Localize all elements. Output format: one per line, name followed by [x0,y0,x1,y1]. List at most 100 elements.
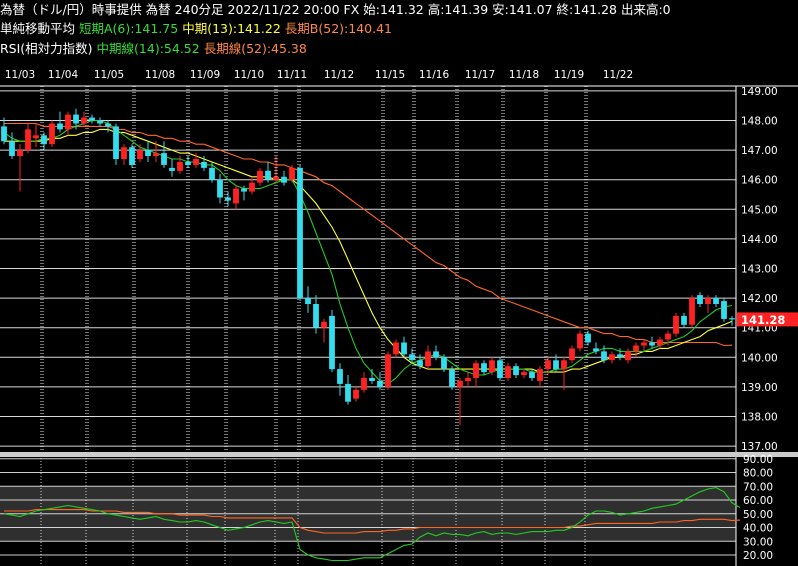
rsi-tick-label: 30.00 [743,536,773,548]
candle-body [625,351,631,361]
candle-body [217,179,223,198]
price-tick-label: 140.00 [741,352,778,364]
date-label: 11/03 [5,69,35,81]
chart-title: 為替（ドル/円）時事提供 為替 240分足 [0,2,224,17]
candle-body [369,378,375,381]
candle-body [529,372,535,378]
candle-body [473,363,479,378]
ma-long-legend: 長期B(52):140.41 [284,21,392,36]
candle-body [617,354,623,358]
ohlc-readout: FX 始:141.32 高:141.39 安:141.07 終:141.28 出… [343,2,671,17]
candle-body [81,117,87,124]
candle-body [377,381,383,387]
candle-body [585,333,591,343]
date-label: 11/22 [603,69,633,81]
chart-grid [0,85,798,452]
date-label: 11/18 [509,69,539,81]
price-tick-label: 149.00 [741,86,778,98]
candle-body [241,188,247,192]
rsi-long-line [4,509,741,534]
candle-body [657,339,663,346]
candle-body [97,120,103,124]
candle-body [305,298,311,304]
rsi-tick-label: 70.00 [743,481,773,493]
candle-body [201,162,207,168]
candle-body [41,135,47,145]
candle-body [481,363,487,373]
price-tick-label: 145.00 [741,204,778,216]
price-tick-label: 148.00 [741,116,778,128]
candle-body [673,315,679,334]
candle-body [385,354,391,387]
date-axis: 11/03 11/04 11/05 11/08 11/09 11/10 11/11 11/12… [5,69,633,81]
candle-body [633,345,639,352]
candle-body [313,304,319,328]
candle-body [153,153,159,157]
candle-body [145,150,151,156]
rsi-tick-label: 80.00 [743,468,773,480]
date-label: 11/16 [419,69,450,81]
candle-body [297,167,303,299]
candle-body [233,188,239,204]
candle-body [425,351,431,367]
candle-body [225,197,231,201]
candle-body [73,114,79,124]
date-label: 11/04 [48,69,79,81]
candle-body [33,135,39,139]
candle-body [49,123,55,145]
candle-body [521,372,527,376]
candle-body [273,176,279,180]
ma-mid-legend: 中期(13):141.22 [182,21,281,36]
date-label: 11/11 [277,69,307,81]
candle-body [193,159,199,165]
candle-body [1,126,7,142]
candle-body [713,298,719,304]
date-label: 11/05 [94,69,124,81]
candle-body [665,333,671,340]
rsi-legend: RSI(相対力指数) 中期線(14):54.52 長期線(52):45.38 [0,40,307,58]
candle-body [329,315,335,370]
candle-body [729,318,735,320]
candle-body [89,117,95,121]
ma-mid-line [4,128,733,373]
candle-body [57,123,63,130]
candle-body [513,366,519,376]
candle-body [577,333,583,349]
candle-body [337,369,343,384]
candle-body [561,360,567,370]
ma-legend: 単純移動平均 短期A(6):141.75 中期(13):141.22 長期B(5… [0,20,392,38]
price-tick-label: 143.00 [741,264,778,276]
candle-body [137,150,143,159]
candle-body [25,129,31,151]
candle-body [129,147,135,165]
rsi-mid-legend: 中期線(14):54.52 [96,41,200,56]
price-tick-label: 144.00 [741,234,778,246]
date-label: 11/09 [190,69,220,81]
candle-body [353,389,359,399]
candle-body [361,378,367,390]
rsi-tick-label: 50.00 [743,509,773,521]
price-tick-label: 142.00 [741,293,778,305]
candle-body [457,381,463,387]
rsi-tick-label: 60.00 [743,495,773,507]
candle-body [649,342,655,346]
candle-body [249,182,255,192]
ma-short-legend: 短期A(6):141.75 [79,21,179,36]
rsi-legend-title: RSI(相対力指数) [0,41,93,56]
rsi-tick-label: 20.00 [743,550,773,562]
price-chart[interactable]: 11/03 11/04 11/05 11/08 11/09 11/10 11/11 11/12… [0,60,798,566]
candle-body [9,141,15,156]
candlesticks [1,108,735,426]
candle-body [289,167,295,180]
candle-body [161,153,167,165]
date-label: 11/12 [324,69,354,81]
candle-body [721,301,727,319]
candle-body [121,147,127,159]
price-tick-label: 138.00 [741,411,778,423]
price-tick-label: 137.00 [741,441,778,453]
candle-body [209,167,215,180]
candle-body [177,162,183,171]
candle-body [449,369,455,387]
candle-body [409,354,415,361]
